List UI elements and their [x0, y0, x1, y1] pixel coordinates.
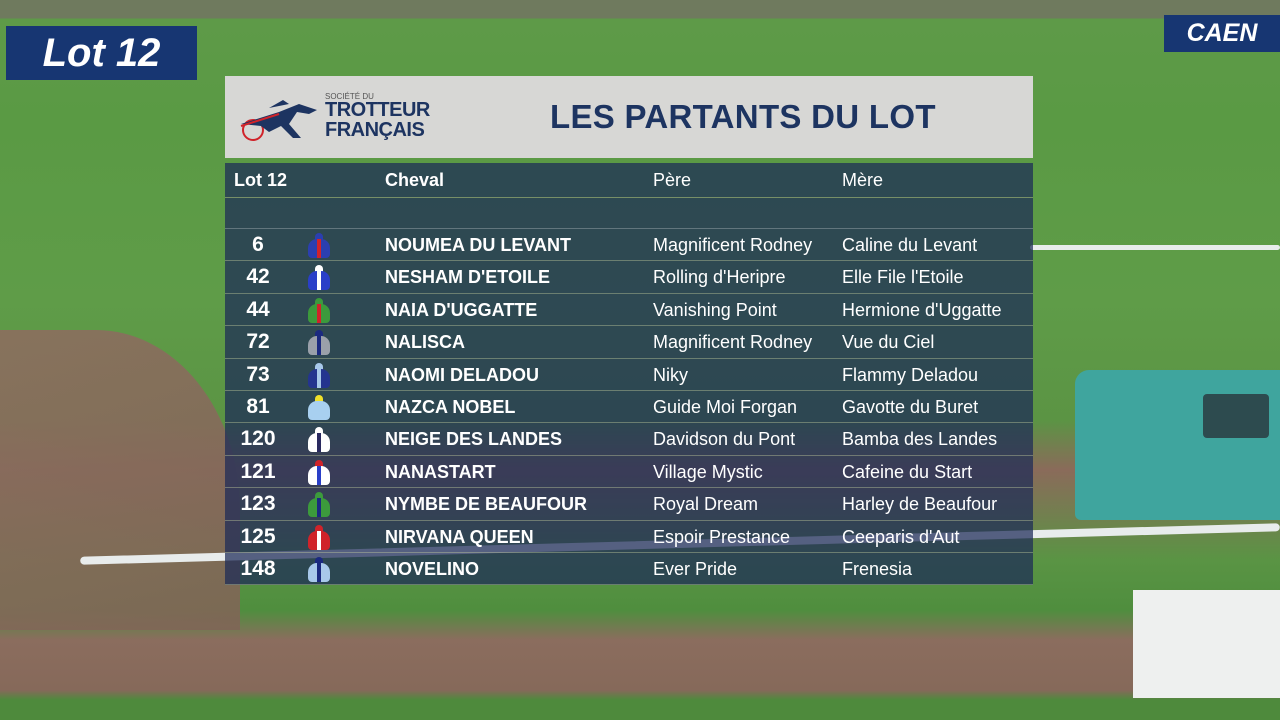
- sire-name: Guide Moi Forgan: [653, 396, 798, 417]
- horse-name: NAIA D'UGGATTE: [385, 299, 538, 320]
- dam-name: Harley de Beaufour: [842, 494, 998, 515]
- sire-name: Niky: [653, 364, 688, 385]
- horse-name: NAOMI DELADOU: [385, 364, 539, 385]
- sire-name: Royal Dream: [653, 494, 759, 515]
- jockey-silk-icon: [307, 492, 331, 518]
- runner-number: 148: [240, 556, 276, 580]
- table-row: 120 NEIGE DES LANDES Davidson du Pont Ba…: [225, 423, 1033, 456]
- dam-name: Gavotte du Buret: [842, 396, 979, 417]
- jockey-silk-icon: [307, 524, 331, 551]
- table-row: 81 NAZCA NOBEL Guide Moi Forgan Gavotte …: [225, 391, 1033, 424]
- jockey-silk-icon: [307, 265, 331, 291]
- runner-number: 44: [246, 297, 270, 321]
- runner-number: 121: [240, 459, 276, 483]
- col-sire: Père: [653, 169, 692, 190]
- dam-name: Bamba des Landes: [842, 429, 998, 450]
- jockey-silk-icon: [307, 459, 331, 486]
- sire-name: Ever Pride: [653, 558, 738, 579]
- col-horse: Cheval: [385, 169, 445, 190]
- col-dam: Mère: [842, 169, 884, 190]
- dam-name: Elle File l'Etoile: [842, 267, 964, 288]
- sire-name: Magnificent Rodney: [653, 332, 813, 353]
- table-row: 72 NALISCA Magnificent Rodney Vue du Cie…: [225, 326, 1033, 359]
- horse-name: NAZCA NOBEL: [385, 396, 516, 417]
- table-row: 121 NANASTART Village Mystic Cafeine du …: [225, 456, 1033, 489]
- table-spacer: [225, 198, 1033, 229]
- horse-name: NYMBE DE BEAUFOUR: [385, 494, 588, 515]
- background-sign: [1133, 590, 1280, 698]
- col-lot: Lot 12: [234, 169, 288, 190]
- horse-name: NANASTART: [385, 461, 496, 482]
- logo-small-text: SOCIÉTÉ DU: [325, 92, 374, 101]
- dam-name: Flammy Deladou: [842, 364, 979, 385]
- sire-name: Espoir Prestance: [653, 526, 791, 547]
- panel-title: LES PARTANTS DU LOT: [550, 98, 936, 135]
- background-van: [1075, 370, 1280, 520]
- table-row: 44 NAIA D'UGGATTE Vanishing Point Hermio…: [225, 294, 1033, 327]
- trotteur-francais-logo: SOCIÉTÉ DU TROTTEUR FRANÇAIS: [239, 90, 439, 146]
- jockey-silk-icon: [307, 233, 331, 259]
- panel-header: SOCIÉTÉ DU TROTTEUR FRANÇAIS LES PARTANTS…: [225, 76, 1033, 158]
- runner-number: 72: [246, 330, 270, 354]
- sire-name: Vanishing Point: [653, 299, 777, 320]
- runner-number: 42: [246, 265, 270, 289]
- dam-name: Frenesia: [842, 558, 913, 579]
- runner-number: 81: [246, 394, 270, 418]
- table-row: 42 NESHAM D'ETOILE Rolling d'Heripre Ell…: [225, 261, 1033, 294]
- dam-name: Ceeparis d'Aut: [842, 526, 960, 547]
- sire-name: Rolling d'Heripre: [653, 267, 786, 288]
- jockey-silk-icon: [307, 427, 331, 453]
- horse-logo-icon: [240, 100, 317, 141]
- logo-line2: FRANÇAIS: [325, 119, 425, 141]
- jockey-silk-icon: [307, 556, 331, 583]
- table-row: 125 NIRVANA QUEEN Espoir Prestance Ceepa…: [225, 521, 1033, 553]
- table-header: Lot 12 Cheval Père Mère: [225, 163, 1033, 198]
- horse-name: NIRVANA QUEEN: [385, 526, 534, 547]
- table-row: 6 NOUMEA DU LEVANT Magnificent Rodney Ca…: [225, 229, 1033, 262]
- dam-name: Hermione d'Uggatte: [842, 299, 1002, 320]
- dam-name: Caline du Levant: [842, 235, 978, 255]
- runners-table: Lot 12 Cheval Père Mère 6 NOUMEA DU LEVA…: [225, 163, 1033, 586]
- jockey-silk-icon: [307, 394, 331, 421]
- runner-number: 6: [252, 233, 264, 256]
- table-row: 123 NYMBE DE BEAUFOUR Royal Dream Harley…: [225, 488, 1033, 521]
- horse-name: NOUMEA DU LEVANT: [385, 235, 571, 255]
- lot-badge: Lot 12: [6, 26, 197, 80]
- table-row: 148 NOVELINO Ever Pride Frenesia: [225, 553, 1033, 586]
- logo-text: TROTTEUR FRANÇAIS: [325, 100, 430, 140]
- dam-name: Cafeine du Start: [842, 461, 973, 482]
- runner-number: 120: [240, 427, 276, 451]
- horse-name: NOVELINO: [385, 558, 480, 579]
- horse-name: NESHAM D'ETOILE: [385, 267, 550, 288]
- sire-name: Village Mystic: [653, 461, 763, 482]
- sire-name: Davidson du Pont: [653, 429, 796, 450]
- runner-number: 123: [240, 492, 276, 516]
- horse-name: NEIGE DES LANDES: [385, 429, 563, 450]
- table-row: 73 NAOMI DELADOU Niky Flammy Deladou: [225, 359, 1033, 391]
- sire-name: Magnificent Rodney: [653, 235, 813, 255]
- runners-panel: SOCIÉTÉ DU TROTTEUR FRANÇAIS LES PARTANTS…: [225, 76, 1033, 586]
- jockey-silk-icon: [307, 330, 331, 356]
- runner-number: 73: [246, 362, 270, 386]
- runner-number: 125: [240, 524, 276, 548]
- jockey-silk-icon: [307, 362, 331, 389]
- background-rail: [1030, 245, 1280, 250]
- background-track: [0, 330, 240, 630]
- logo-line1: TROTTEUR: [325, 99, 430, 121]
- horse-name: NALISCA: [385, 332, 465, 353]
- dam-name: Vue du Ciel: [842, 332, 935, 353]
- jockey-silk-icon: [307, 297, 331, 324]
- venue-badge: CAEN: [1164, 15, 1280, 52]
